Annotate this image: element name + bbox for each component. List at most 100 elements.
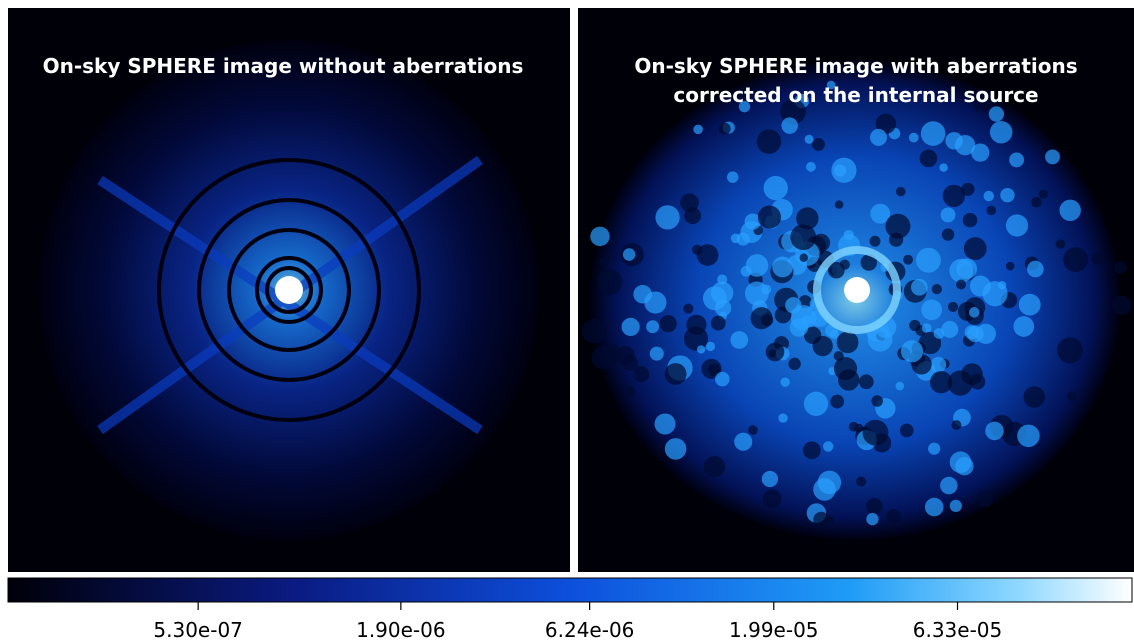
speckle <box>924 497 944 517</box>
speckle <box>940 207 956 223</box>
speckle <box>956 258 978 279</box>
speckle <box>730 331 749 349</box>
speckle <box>976 490 993 507</box>
panel-title-line: corrected on the internal source <box>673 83 1038 107</box>
speckle <box>1017 424 1040 448</box>
speckle <box>909 319 921 332</box>
speckle <box>866 512 879 526</box>
speckle <box>601 344 622 364</box>
speckle <box>954 134 976 156</box>
tick-label: 5.30e-07 <box>153 618 243 642</box>
speckle <box>778 516 787 525</box>
colorbar <box>7 577 1133 603</box>
speckle <box>804 134 814 144</box>
speckle <box>928 442 941 455</box>
speckle <box>761 314 774 327</box>
speckle <box>856 476 867 487</box>
speckle <box>854 423 864 434</box>
speckle <box>1114 261 1127 274</box>
colorbar-ticks: 5.30e-07 1.90e-06 6.24e-06 1.99e-05 6.33e-05 <box>153 602 1002 642</box>
speckle <box>801 315 812 326</box>
speckle <box>790 224 817 251</box>
speckle <box>680 193 699 212</box>
speckle <box>664 438 687 460</box>
speckle <box>870 128 888 146</box>
speckle <box>659 315 677 333</box>
speckle <box>989 120 1013 144</box>
speckle <box>941 228 955 241</box>
speckle <box>869 235 881 247</box>
speckle <box>756 129 782 154</box>
panel-title-line: On-sky SPHERE image with aberrations <box>634 54 1077 78</box>
speckle <box>785 297 802 314</box>
speckle <box>941 320 959 338</box>
speckle <box>870 203 891 224</box>
speckle <box>886 509 901 524</box>
speckle <box>597 269 623 295</box>
speckle <box>983 190 995 202</box>
speckle <box>624 386 636 398</box>
speckle <box>858 374 874 390</box>
speckle <box>949 451 972 474</box>
speckle <box>1059 199 1081 222</box>
speckle <box>875 113 897 134</box>
speckle <box>745 254 769 277</box>
speckle <box>646 320 660 334</box>
speckle <box>916 247 941 273</box>
speckle <box>939 163 948 172</box>
speckle <box>929 371 953 394</box>
speckle <box>633 284 652 304</box>
speckle <box>686 314 707 335</box>
speckle <box>899 423 914 438</box>
speckle <box>823 441 834 452</box>
speckle <box>778 413 788 423</box>
speckle <box>836 331 859 354</box>
speckle <box>1066 391 1077 401</box>
speckle <box>714 299 732 317</box>
speckle <box>813 478 836 501</box>
speckle <box>985 421 1004 441</box>
speckle <box>833 356 858 381</box>
speckle <box>730 233 741 244</box>
speckle <box>940 476 958 495</box>
speckle <box>949 499 962 512</box>
speckle <box>1045 149 1060 165</box>
speckle <box>780 377 790 387</box>
speckle <box>806 161 816 172</box>
divider <box>570 8 578 572</box>
speckle <box>961 363 983 385</box>
left-panel: On-sky SPHERE image without aberrations <box>8 8 570 572</box>
speckle <box>762 489 782 509</box>
speckle <box>655 205 680 230</box>
speckle <box>715 371 730 387</box>
speckle <box>781 117 798 134</box>
speckle <box>696 345 706 354</box>
speckle <box>972 89 995 112</box>
speckle <box>582 318 607 344</box>
speckle <box>1063 247 1088 273</box>
speckle <box>654 413 676 435</box>
speckle <box>590 226 610 247</box>
speckle <box>649 346 664 361</box>
speckle <box>1023 386 1045 408</box>
panel-title-line: On-sky SPHERE image without aberrations <box>43 54 524 78</box>
speckle <box>761 470 779 488</box>
speckle <box>1013 316 1035 337</box>
speckle <box>772 256 793 278</box>
speckle <box>947 301 959 313</box>
speckle <box>1031 196 1042 208</box>
speckle <box>921 299 943 321</box>
speckle <box>895 186 906 197</box>
speckle <box>919 149 938 168</box>
speckle <box>1091 252 1104 265</box>
speckle <box>895 381 905 391</box>
speckle <box>798 295 812 309</box>
tick-label: 6.24e-06 <box>545 618 635 642</box>
speckle <box>812 335 833 357</box>
speckle <box>633 366 650 383</box>
speckle <box>862 419 889 446</box>
speckle <box>986 205 997 216</box>
speckle <box>931 283 942 295</box>
speckle <box>968 307 980 318</box>
speckle <box>812 138 825 151</box>
